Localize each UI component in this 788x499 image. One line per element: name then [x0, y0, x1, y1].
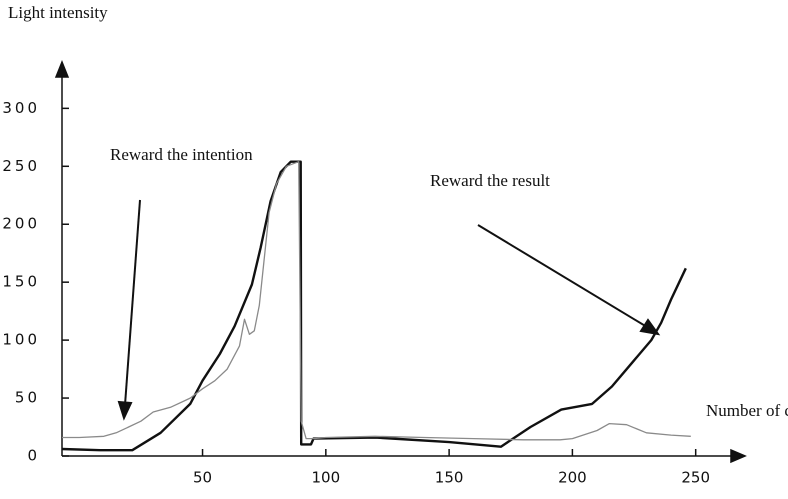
- x-tick-label: 150: [435, 469, 464, 487]
- x-axis-label: Number of cycles: [706, 401, 788, 420]
- y-tick-label: 0: [27, 447, 40, 465]
- data-line: [61, 160, 687, 452]
- y-tick-label: 300: [2, 99, 40, 117]
- y-tick-label: 50: [15, 389, 40, 407]
- axes: [54, 59, 747, 464]
- annotation: Reward the intention: [110, 145, 253, 164]
- arrow: [124, 199, 141, 406]
- x-tick-label: 200: [558, 469, 587, 487]
- y-arrow: [54, 59, 70, 78]
- y-axis-label: Light intensity: [8, 3, 108, 22]
- x-tick-label: 250: [681, 469, 710, 487]
- y-tick-label: 250: [2, 157, 40, 175]
- x-arrow: [730, 448, 747, 464]
- arrowhead: [117, 400, 133, 421]
- data-line: [62, 161, 691, 441]
- arrow: [477, 224, 648, 328]
- annotation-arrows: [117, 199, 661, 421]
- y-tick-label: 150: [2, 273, 40, 291]
- annotation: Reward the result: [430, 171, 550, 190]
- x-tick-label: 50: [193, 469, 212, 487]
- y-tick-label: 200: [2, 215, 40, 233]
- arrowhead: [639, 318, 661, 336]
- y-tick-label: 100: [2, 331, 40, 349]
- x-tick-label: 100: [312, 469, 341, 487]
